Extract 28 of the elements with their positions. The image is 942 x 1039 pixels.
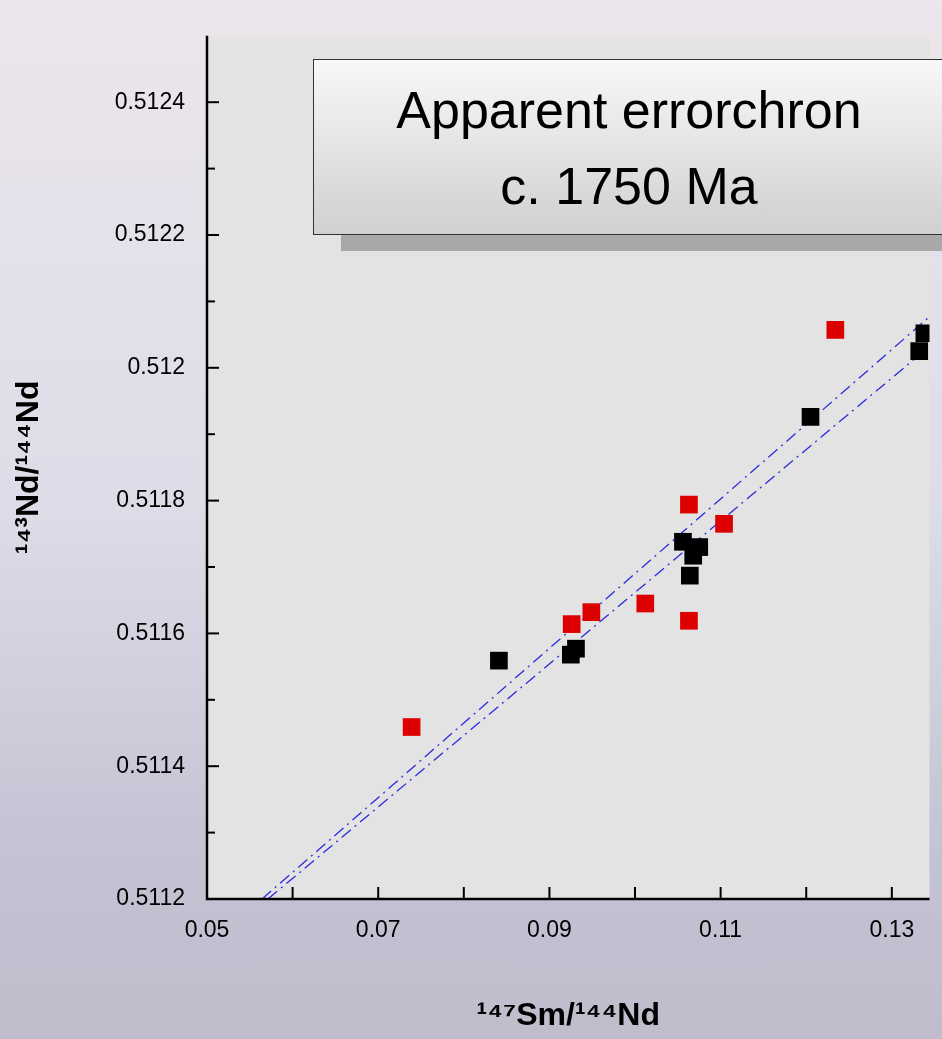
y-axis-title: ¹⁴³Nd/¹⁴⁴Nd [9, 380, 46, 555]
point [582, 603, 601, 621]
y-tick-label: 0.5124 [114, 87, 186, 114]
point [715, 515, 733, 533]
x-tick-label: 0.11 [699, 916, 743, 943]
point [562, 615, 581, 633]
point [680, 495, 698, 514]
y-tick-label: 0.5118 [116, 485, 185, 512]
point [402, 718, 421, 736]
annotation: Apparent errorchron c. 1750 Ma [395, 80, 863, 217]
x-tick-label: 0.13 [869, 916, 915, 943]
point [826, 321, 845, 339]
x-tick-label: 0.09 [527, 916, 572, 943]
x-tick-label: 0.05 [184, 916, 230, 943]
point [567, 639, 585, 658]
point [910, 342, 929, 361]
point [680, 566, 699, 585]
y-tick-label: 0.5114 [116, 751, 186, 778]
point [490, 651, 508, 670]
x-axis-title: ¹⁴⁷Sm/¹⁴⁴Nd [476, 995, 660, 1032]
point [680, 611, 698, 630]
y-tick-label: 0.5116 [116, 618, 185, 645]
x-tick-label: 0.07 [355, 916, 401, 943]
y-tick-label: 0.5122 [114, 220, 185, 247]
y-tick-label: 0.512 [127, 353, 185, 380]
point [636, 594, 655, 613]
point [801, 408, 820, 426]
y-tick-label: 0.5112 [116, 884, 185, 911]
